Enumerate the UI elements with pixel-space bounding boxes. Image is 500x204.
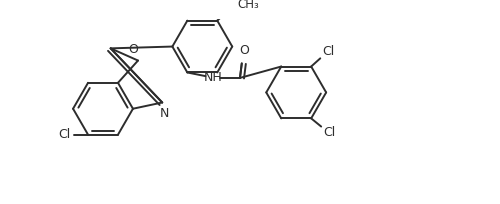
Text: CH₃: CH₃ — [237, 0, 259, 11]
Text: O: O — [128, 43, 138, 56]
Text: Cl: Cl — [58, 128, 70, 141]
Text: Cl: Cl — [323, 126, 336, 139]
Text: O: O — [240, 44, 250, 57]
Text: Cl: Cl — [322, 45, 334, 59]
Text: NH: NH — [204, 71, 222, 84]
Text: N: N — [160, 107, 168, 120]
